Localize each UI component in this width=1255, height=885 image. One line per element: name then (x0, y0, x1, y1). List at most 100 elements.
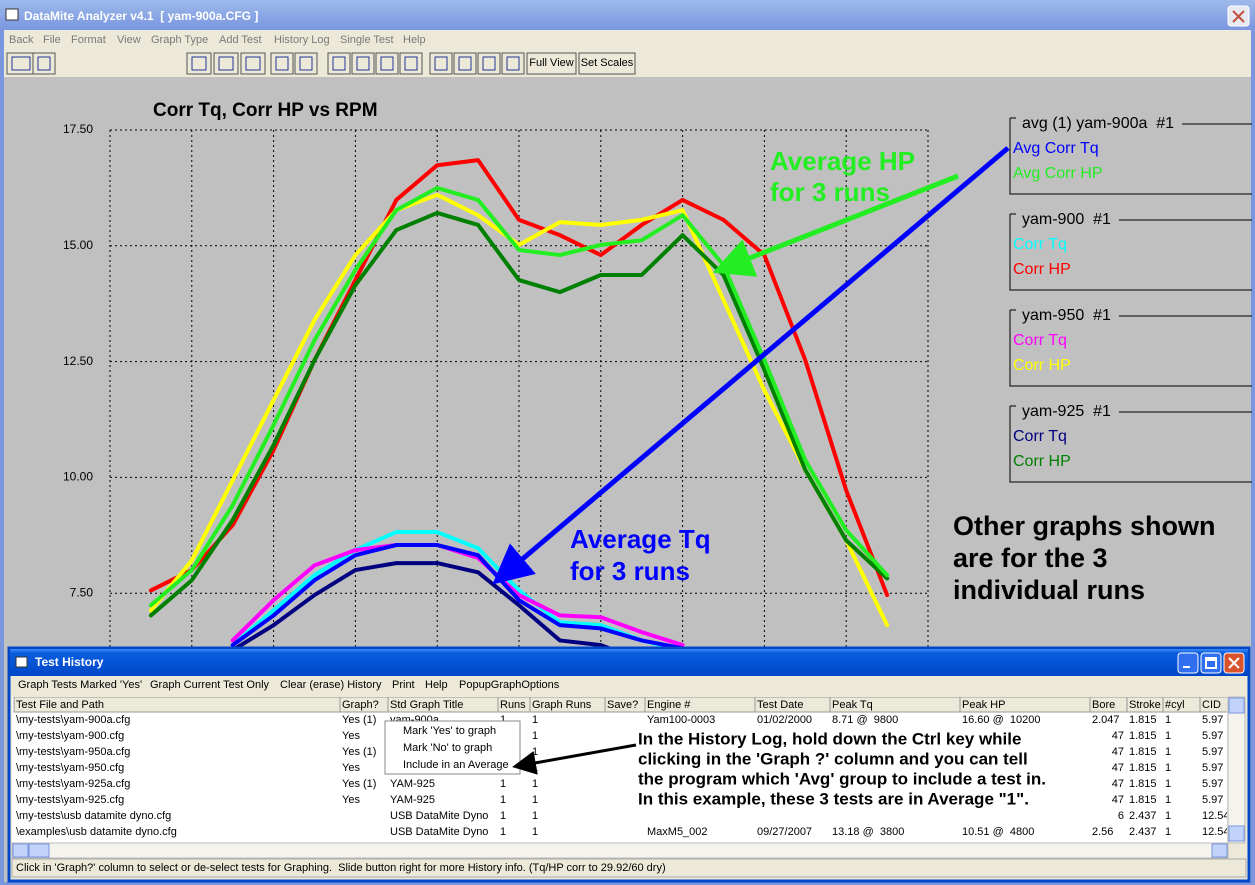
table-cell[interactable]: Yes (1) (342, 778, 376, 790)
legend-entry: Corr Tq (1013, 236, 1067, 253)
button-icon (299, 56, 313, 71)
history-menu-item[interactable]: PopupGraphOptions (459, 679, 560, 691)
annotation: are for the 3 (953, 543, 1108, 573)
toolbar-button[interactable] (399, 52, 423, 75)
toolbar-button[interactable] (477, 52, 501, 75)
toolbar-button[interactable] (429, 52, 453, 75)
table-cell: 1 (1165, 714, 1171, 726)
popup-item[interactable]: Mark 'No' to graph (403, 742, 492, 754)
column-header-label[interactable]: #cyl (1165, 699, 1185, 711)
table-cell: 09/27/2007 (757, 826, 812, 838)
table-cell[interactable]: Yes (342, 794, 360, 806)
column-header-label[interactable]: Graph Runs (532, 699, 592, 711)
minimize-button[interactable] (1177, 652, 1199, 674)
toolbar-button[interactable] (270, 52, 294, 75)
button-icon (404, 56, 418, 71)
scroll-thumb[interactable] (28, 843, 50, 858)
column-header-label[interactable]: Test Date (757, 699, 803, 711)
button-face (213, 52, 239, 75)
table-cell[interactable]: Yes (1) (342, 714, 376, 726)
table-cell: 47 (1112, 746, 1124, 758)
close-button[interactable] (1227, 5, 1250, 27)
history-menu-item[interactable]: Help (425, 679, 448, 691)
column-header-label[interactable]: Std Graph Title (390, 699, 463, 711)
column-header-label[interactable]: Graph? (342, 699, 379, 711)
button-icon (37, 56, 51, 71)
table-cell: 1 (532, 778, 538, 790)
history-menu-item[interactable]: Clear (erase) History (280, 679, 382, 691)
menu-item[interactable]: Add Test (219, 34, 262, 46)
column-header-label[interactable]: Stroke (1129, 699, 1161, 711)
toolbar-button[interactable] (351, 52, 375, 75)
arrow (512, 743, 637, 775)
menu-item[interactable]: Graph Type (151, 34, 208, 46)
column-header-label[interactable]: Peak HP (962, 699, 1005, 711)
annotation: Other graphs shown (953, 511, 1216, 541)
button-face (453, 52, 477, 75)
maximize-button[interactable] (1200, 652, 1222, 674)
table-cell: 16.60 @ 10200 (962, 714, 1040, 726)
history-title-bar (10, 649, 1248, 676)
y-tick-label: 17.50 (63, 122, 93, 136)
scroll-up[interactable] (1228, 697, 1245, 714)
history-icon (15, 656, 28, 668)
table-cell[interactable]: Yes (342, 762, 360, 774)
close-button[interactable] (1223, 652, 1245, 674)
button-icon (218, 56, 234, 71)
legend-entry: Corr HP (1013, 357, 1071, 374)
button-face (351, 52, 375, 75)
annotation: for 3 runs (570, 556, 690, 586)
toolbar-button[interactable] (213, 52, 239, 75)
toolbar-button[interactable] (240, 52, 266, 75)
popup-item[interactable]: Include in an Average (403, 759, 509, 771)
menu-item[interactable]: File (43, 34, 61, 46)
menu-item[interactable]: Help (403, 34, 426, 46)
menu-item[interactable]: History Log (274, 34, 330, 46)
toolbar-button[interactable] (453, 52, 477, 75)
menu-item[interactable]: View (117, 34, 141, 46)
history-title: Test History (35, 655, 104, 669)
menu-item[interactable]: Single Test (340, 34, 394, 46)
table-cell[interactable]: Yes (342, 730, 360, 742)
column-header-label[interactable]: Test File and Path (16, 699, 104, 711)
button-face (399, 52, 423, 75)
button-label[interactable]: Set Scales (581, 57, 634, 69)
history-note: clicking in the 'Graph ?' column and you… (638, 749, 1028, 768)
button-face (429, 52, 453, 75)
scroll-right[interactable] (1211, 843, 1228, 858)
history-menu-item[interactable]: Print (392, 679, 415, 691)
history-menu-item[interactable]: Graph Current Test Only (150, 679, 270, 691)
column-header-label[interactable]: Bore (1092, 699, 1115, 711)
table-cell: 12.54 (1202, 826, 1230, 838)
toolbar-button[interactable] (375, 52, 399, 75)
column-header-label[interactable]: CID (1202, 699, 1221, 711)
chart-title: Corr Tq, Corr HP vs RPM (153, 100, 378, 121)
toolbar-button[interactable] (32, 52, 56, 75)
table-cell: \my-tests\usb datamite dyno.cfg (16, 810, 171, 822)
toolbar-button[interactable] (294, 52, 318, 75)
toolbar-button[interactable] (327, 52, 351, 75)
toolbar-button[interactable] (501, 52, 525, 75)
column-header-label[interactable]: Engine # (647, 699, 691, 711)
toolbar-button[interactable] (186, 52, 212, 75)
popup-item[interactable]: Mark 'Yes' to graph (403, 725, 496, 737)
data-line (148, 158, 890, 598)
scroll-down[interactable] (1228, 825, 1245, 842)
table-cell: 1 (1165, 826, 1171, 838)
column-header-label[interactable]: Peak Tq (832, 699, 873, 711)
table-cell: 5.97 (1202, 714, 1223, 726)
table-cell: 5.97 (1202, 730, 1223, 742)
button-label[interactable]: Full View (529, 57, 573, 69)
toolbar-button[interactable]: Full View (526, 52, 577, 75)
button-face (1177, 652, 1199, 674)
column-header-label[interactable]: Save? (607, 699, 638, 711)
menu-item[interactable]: Format (71, 34, 106, 46)
table-cell: 1.815 (1129, 730, 1157, 742)
scroll-left[interactable] (12, 843, 29, 858)
toolbar-button[interactable] (6, 52, 36, 75)
table-cell[interactable]: Yes (1) (342, 746, 376, 758)
history-menu-item[interactable]: Graph Tests Marked 'Yes' (18, 679, 142, 691)
column-header-label[interactable]: Runs (500, 699, 526, 711)
toolbar-button[interactable]: Set Scales (578, 52, 636, 75)
menu-item[interactable]: Back (9, 34, 34, 46)
